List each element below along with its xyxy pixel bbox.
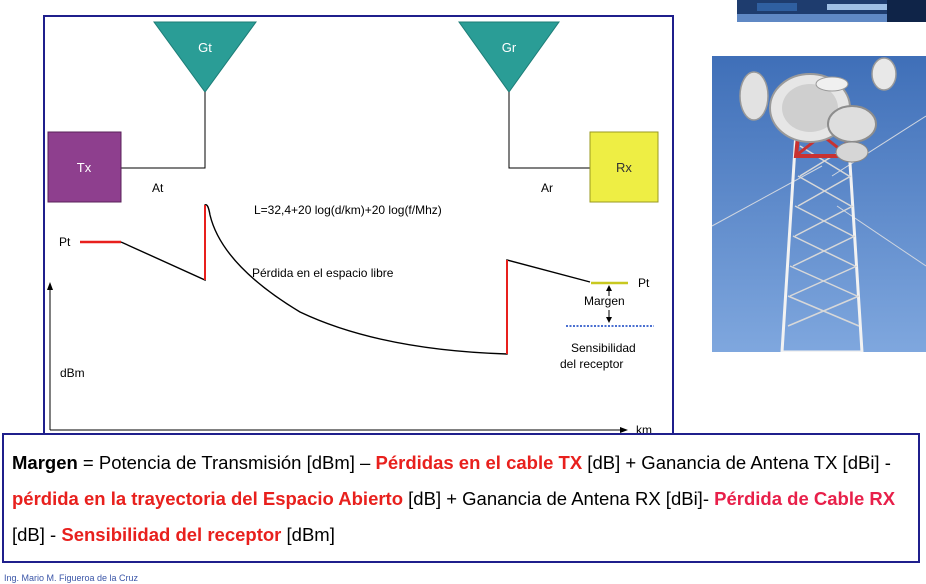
tx-box xyxy=(47,131,122,203)
antenna-tower-photo xyxy=(712,56,926,352)
rx-box xyxy=(589,131,659,203)
margin-formula-box: Margen = Potencia de Transmisión [dBm] –… xyxy=(2,433,920,563)
sensitivity-label-line2: del receptor xyxy=(560,357,623,371)
sensitivity-label-line1: Sensibilidad xyxy=(571,341,636,355)
formula-term-sensitivity: Sensibilidad del receptor xyxy=(61,524,282,545)
formula-text-1: = Potencia de Transmisión [dBm] – xyxy=(77,452,376,473)
formula-text-2: [dB] + Ganancia de Antena TX [dBi] - xyxy=(582,452,891,473)
tx-label: Tx xyxy=(77,160,92,175)
at-label: At xyxy=(152,181,164,195)
margin-label: Margen xyxy=(584,294,625,308)
formula-text-4: [dB] - xyxy=(12,524,62,545)
tx-cable xyxy=(121,92,206,169)
formula-text-5: [dBm] xyxy=(281,524,335,545)
diagram-frame xyxy=(43,15,674,440)
link-budget-diagram: Gt Gr Tx Rx At Ar L=32,4+20 log(d/km)+20… xyxy=(43,15,674,440)
author-footer: Ing. Mario M. Figueroa de la Cruz xyxy=(4,573,139,583)
y-axis-label: dBm xyxy=(60,366,85,380)
formula-term-path-loss: pérdida en la trayectoria del Espacio Ab… xyxy=(12,488,404,509)
rx-cable xyxy=(508,92,590,169)
margin-arrowhead-down xyxy=(606,317,612,323)
banner-image-fragment xyxy=(737,0,926,22)
formula-text-3: [dB] + Ganancia de Antena RX [dBi]- xyxy=(403,488,715,509)
ar-label: Ar xyxy=(541,181,553,195)
gr-label: Gr xyxy=(502,40,517,55)
margin-formula: Margen = Potencia de Transmisión [dBm] –… xyxy=(12,445,917,553)
x-axis-arrowhead xyxy=(620,427,628,433)
margin-arrowhead-up xyxy=(606,285,612,291)
tx-antenna-icon xyxy=(153,21,257,93)
rx-antenna-icon xyxy=(458,21,560,93)
free-space-formula: L=32,4+20 log(d/km)+20 log(f/Mhz) xyxy=(254,203,442,217)
formula-term-tx-cable-loss: Pérdidas en el cable TX xyxy=(375,452,583,473)
power-level-curve xyxy=(120,204,591,355)
pt-left-label: Pt xyxy=(59,235,71,249)
pt-right-label: Pt xyxy=(638,276,650,290)
formula-term-rx-cable-loss: Pérdida de Cable RX xyxy=(714,488,896,509)
free-space-loss-label: Pérdida en el espacio libre xyxy=(252,266,394,280)
formula-term-margen: Margen xyxy=(12,452,78,473)
rx-label: Rx xyxy=(616,160,632,175)
gt-label: Gt xyxy=(198,40,212,55)
y-axis-arrowhead xyxy=(47,282,53,290)
